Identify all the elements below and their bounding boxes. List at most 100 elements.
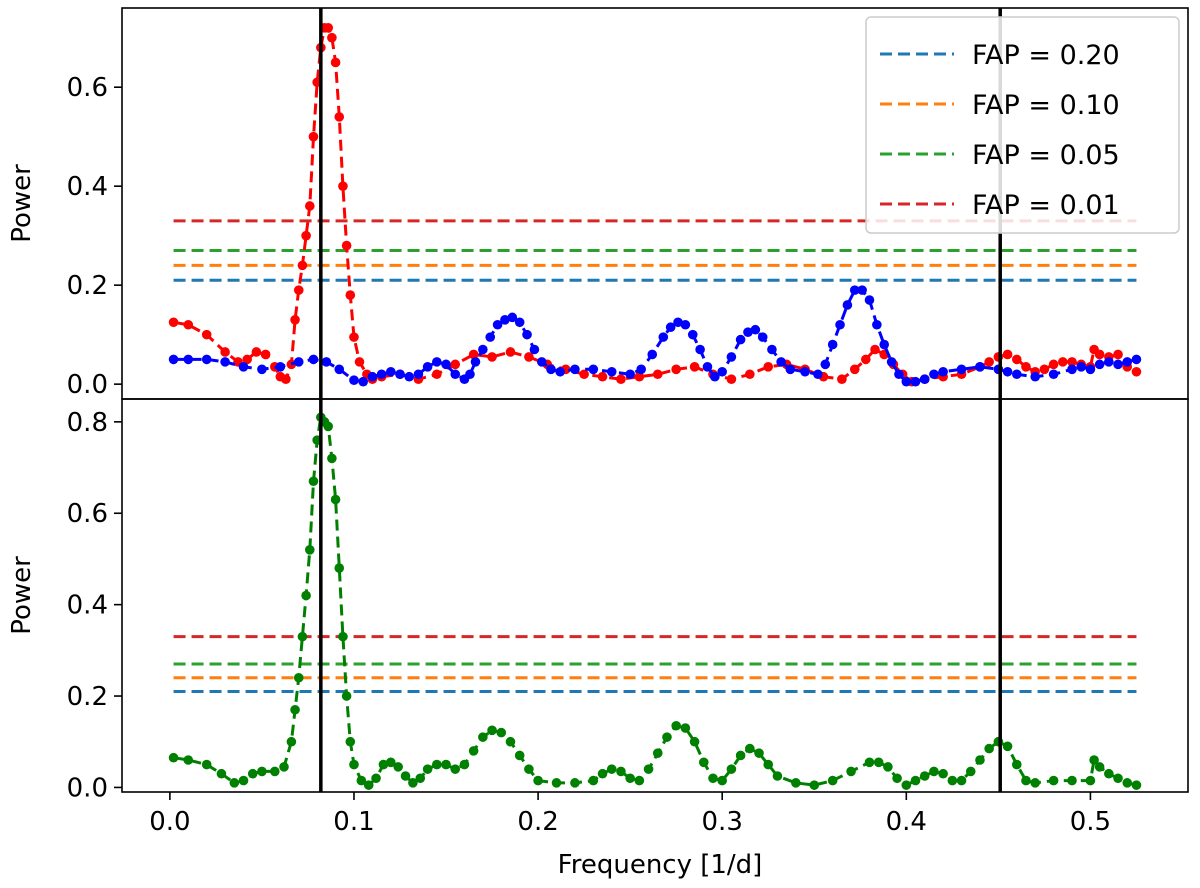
red-point-86 [1131,366,1142,377]
blue-point-16 [395,369,405,380]
blue-point-25 [470,357,481,367]
green-point-60 [662,732,672,742]
y-tick-label: 0.0 [67,773,108,803]
blue-point-26 [478,344,488,355]
green-point-66 [717,775,728,786]
green-point-61 [671,720,681,731]
blue-point-58 [776,357,786,367]
green-point-29 [363,780,374,790]
blue-point-73 [901,376,912,387]
red-point-6 [251,347,262,357]
blue-point-28 [492,319,503,330]
green-point-7 [257,766,267,777]
legend-label-1: FAP = 0.10 [972,90,1120,121]
blue-point-65 [842,300,853,310]
green-point-68 [735,750,746,761]
green-point-51 [570,778,580,788]
green-point-50 [551,778,562,788]
green-point-72 [772,771,783,781]
green-point-101 [1104,768,1114,779]
blue-point-63 [827,339,838,350]
green-point-98 [1085,775,1096,786]
bottom-panel: 0.0 0.2 0.4 0.6 0.8 Power 0.0 0.1 0.2 0.3 0.4 0.5 [7,398,1189,837]
blue-point-86 [1076,362,1087,372]
green-point-94 [1021,775,1031,786]
blue-point-24 [465,369,475,380]
blue-point-12 [358,376,368,387]
blue-point-33 [529,344,540,355]
red-point-3 [220,347,230,357]
blue-point-17 [404,371,415,382]
blue-point-70 [879,339,890,350]
blue-point-27 [485,332,496,342]
green-point-82 [910,775,921,786]
red-point-15 [301,230,311,241]
blue-point-30 [507,312,518,323]
green-point-73 [791,778,801,788]
y-tick-label: 0.2 [67,682,108,712]
blue-point-92 [1131,354,1142,365]
red-point-22 [327,32,337,43]
blue-point-35 [546,364,556,375]
green-point-31 [378,759,389,770]
red-point-40 [524,352,534,362]
green-point-2 [201,759,212,770]
blue-point-10 [334,364,345,375]
green-point-100 [1094,762,1105,772]
red-point-49 [689,362,700,372]
y-tick-label: 0.6 [67,73,108,103]
blue-point-76 [929,369,939,380]
red-point-21 [323,22,334,33]
blue-point-45 [673,317,683,328]
green-point-26 [345,736,356,747]
legend-box [865,16,1180,234]
red-point-51 [726,374,737,385]
y-axis-label: Power [7,164,37,243]
green-point-8 [270,766,280,777]
blue-point-8 [308,354,319,365]
blue-point-18 [413,369,424,380]
green-point-64 [698,757,709,768]
red-point-59 [861,354,871,365]
blue-point-67 [857,285,867,295]
red-point-17 [308,131,319,142]
blue-point-44 [665,322,676,333]
green-point-62 [680,723,691,733]
green-point-90 [984,743,994,754]
green-point-24 [338,631,348,642]
blue-point-55 [750,324,761,335]
blue-point-37 [570,364,580,375]
green-point-84 [929,766,939,777]
red-point-53 [763,362,774,372]
green-point-33 [393,762,403,772]
green-point-75 [827,775,838,786]
green-point-14 [301,590,311,601]
y-tick-label: 0.8 [67,408,108,438]
red-point-14 [297,260,308,271]
green-point-13 [297,631,308,642]
red-point-82 [1094,349,1105,360]
y-tick-label: 0.6 [67,499,108,529]
green-point-47 [514,750,525,761]
green-point-30 [371,773,381,784]
blue-point-62 [820,359,831,370]
green-point-12 [293,672,304,683]
green-point-67 [726,764,737,774]
green-point-85 [938,768,948,779]
green-point-96 [1048,775,1059,786]
blue-point-77 [938,366,948,377]
blue-point-2 [201,354,212,365]
blue-point-36 [555,366,565,377]
green-point-88 [965,766,976,777]
blue-point-91 [1122,357,1133,367]
blue-point-20 [432,357,442,367]
red-point-43 [579,369,589,380]
red-point-29 [354,357,365,367]
legend: FAP = 0.20 FAP = 0.10 FAP = 0.05 FAP = 0.01 [865,16,1180,234]
blue-point-22 [450,369,461,380]
blue-point-3 [220,357,230,367]
x-tick-label: 0.5 [1070,807,1111,837]
blue-point-57 [767,344,777,355]
green-point-39 [441,759,451,770]
blue-point-38 [588,364,599,375]
